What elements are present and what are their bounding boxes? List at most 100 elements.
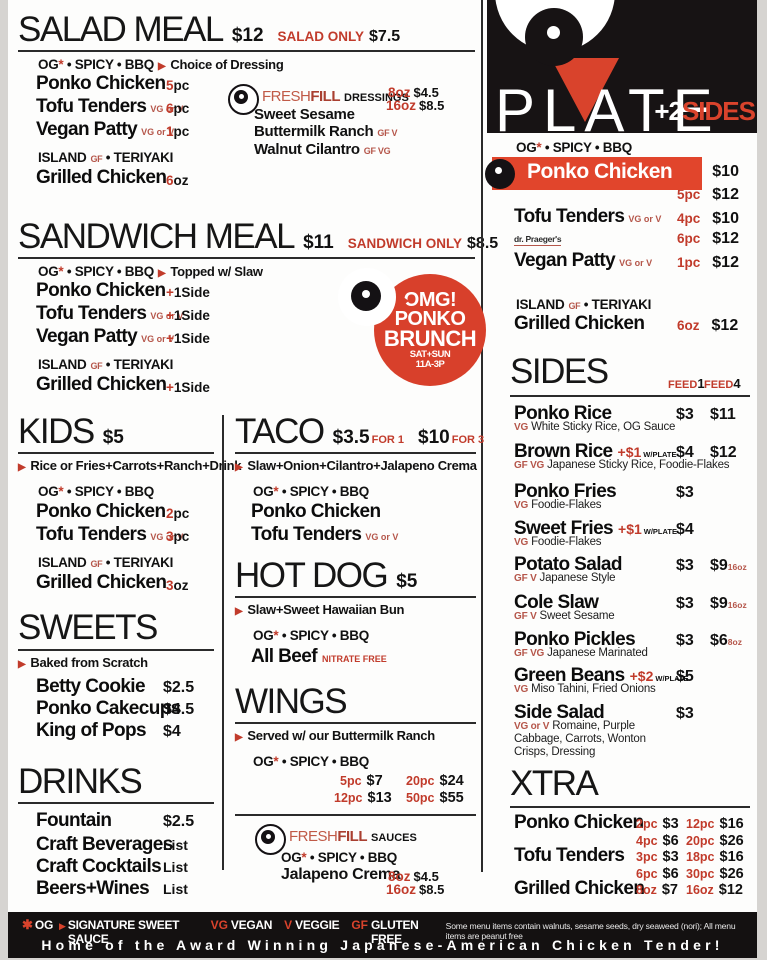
- wings-price-cell: 20pc $24: [406, 772, 464, 790]
- desc-text: Foodie-Flakes: [531, 536, 602, 548]
- qty-unit: oz: [173, 578, 189, 593]
- item-name: Grilled Chicken: [514, 313, 645, 334]
- flavor-options: OG* • SPICY • BBQ: [38, 57, 154, 72]
- price: $3: [662, 849, 679, 865]
- side-desc: GF V Sweet Sesame: [514, 610, 615, 622]
- diet-tag: VG or V: [628, 214, 662, 224]
- qty-num: 3: [166, 529, 174, 544]
- item-name: Walnut Cilantro: [254, 141, 360, 158]
- plate-price-row: 1pc $12: [677, 254, 739, 272]
- plate-extra-label: W/PLATE: [655, 674, 689, 683]
- item-price: $4.5: [163, 701, 195, 718]
- qty: 5pc: [677, 187, 701, 202]
- wings-note: Served w/ our Buttermilk Ranch: [235, 728, 435, 743]
- brand-fill: FILL: [310, 88, 340, 105]
- item-price: $2.5: [163, 679, 195, 696]
- salad-note: Choice of Dressing: [158, 57, 284, 72]
- flavor-options: OG* • SPICY • BBQ: [516, 140, 632, 155]
- legend-gf: GF: [351, 918, 368, 932]
- side-desc: VG Foodie-Flakes: [514, 536, 602, 548]
- flavor-og: OG: [253, 754, 274, 769]
- flavor-options: OG* • SPICY • BBQ: [38, 264, 154, 279]
- qty-unit: pc: [173, 506, 190, 521]
- red-triangle-icon: [551, 58, 619, 122]
- item-name: Ponko Chicken: [36, 501, 166, 522]
- item-qty: 6oz: [166, 172, 189, 190]
- side-desc: VG Miso Tahini, Fried Onions: [514, 683, 656, 695]
- item-qty: 3pc: [166, 528, 189, 546]
- menu-item: Ponko Chicken: [514, 812, 644, 834]
- item-name: Cole Slaw: [514, 592, 599, 613]
- diet-tag: GF VG: [363, 146, 391, 156]
- item-name: Sweet Fries: [514, 518, 614, 539]
- diet-tag: GF VG: [514, 460, 545, 471]
- item-price: $5: [676, 668, 694, 685]
- salad-meal-heading: SALAD MEAL $12 SALAD ONLY $7.5: [18, 12, 400, 47]
- freshfill-dressings-heading: FRESHFILL DRESSINGS: [262, 88, 409, 106]
- item-price: $3: [676, 406, 694, 423]
- brand-suffix: DRESSINGS: [344, 92, 409, 104]
- item-name: Ponko Chicken: [514, 812, 644, 833]
- featured-item-band: [492, 157, 702, 190]
- item-price: $3: [676, 632, 694, 649]
- qty-num: +: [166, 380, 174, 395]
- price: $9: [710, 557, 728, 574]
- qty-num: +: [166, 285, 174, 300]
- item-price: $3: [676, 595, 694, 612]
- sauce-size-price: 16oz $8.5: [386, 881, 444, 899]
- qty-unit: pc: [173, 529, 190, 544]
- triangle-bullet-icon: [158, 61, 165, 72]
- menu-item: Betty Cookie: [36, 676, 146, 698]
- flavor-options: OG* • SPICY • BBQ: [253, 754, 369, 769]
- menu-item: Vegan Patty VG or V: [514, 250, 652, 272]
- section-price: $11: [303, 232, 334, 253]
- qty-unit: pc: [173, 78, 190, 93]
- price: $6: [710, 632, 728, 649]
- side-item: Cole Slaw: [514, 592, 599, 614]
- logo-dot: [495, 167, 502, 174]
- flavor-options: OG* • SPICY • BBQ: [253, 628, 369, 643]
- item-qty: +1Side: [166, 330, 210, 348]
- drinks-heading: DRINKS: [18, 764, 143, 799]
- brunch-omg: OMG!: [403, 288, 457, 311]
- flavor-options-island: ISLAND GF • TERIYAKI: [38, 555, 173, 570]
- og-star: *: [58, 264, 64, 279]
- menu-item: Grilled Chicken: [36, 572, 167, 594]
- divider: [510, 395, 750, 397]
- flavor-options-island: ISLAND GF • TERIYAKI: [38, 357, 173, 372]
- item-name: Side Salad: [514, 702, 605, 723]
- brand-fresh: FRESH: [262, 88, 311, 105]
- desc-text: Japanese Sticky Rice, Foodie-Flakes: [547, 459, 730, 471]
- teriyaki-label: • TERIYAKI: [102, 555, 174, 570]
- side-item: Ponko Fries: [514, 481, 617, 503]
- side-desc: GF VG Japanese Marinated: [514, 647, 648, 659]
- divider: [235, 814, 476, 816]
- flavor-options: OG* • SPICY • BBQ: [38, 484, 154, 499]
- divider: [18, 452, 214, 454]
- item-name: Green Beans: [514, 665, 625, 686]
- diet-tag: GF V: [514, 573, 537, 584]
- flavor-rest: • SPICY • BBQ: [63, 57, 154, 72]
- diet-tag: GF VG: [514, 648, 545, 659]
- size-price: $8.5: [419, 98, 445, 113]
- side-desc: VG Foodie-Flakes: [514, 499, 602, 511]
- item-name: Grilled Chicken: [36, 572, 167, 593]
- item-name: Craft Beverages: [36, 834, 173, 855]
- side-item: Side Salad: [514, 702, 605, 724]
- xtra-heading: XTRA: [510, 766, 599, 801]
- price: $16: [719, 849, 744, 865]
- teriyaki-label: • TERIYAKI: [102, 150, 174, 165]
- price: $10: [712, 210, 739, 227]
- flavor-options: OG* • SPICY • BBQ: [281, 850, 397, 865]
- brunch-days: SAT+SUN: [409, 349, 451, 361]
- feed-word: FEED: [704, 379, 734, 391]
- menu-sheet: SALAD MEAL $12 SALAD ONLY $7.5 OG* • SPI…: [8, 0, 757, 958]
- menu-item: Tofu Tenders VG or V: [251, 524, 398, 546]
- section-title: WINGS: [235, 682, 348, 721]
- dressing-item: Walnut Cilantro GF VG: [254, 141, 391, 158]
- item-qty: 6pc: [166, 100, 189, 118]
- menu-item: Ponko Chicken: [36, 280, 166, 302]
- qty-unit: pc: [173, 124, 190, 139]
- teriyaki-label: • TERIYAKI: [102, 357, 174, 372]
